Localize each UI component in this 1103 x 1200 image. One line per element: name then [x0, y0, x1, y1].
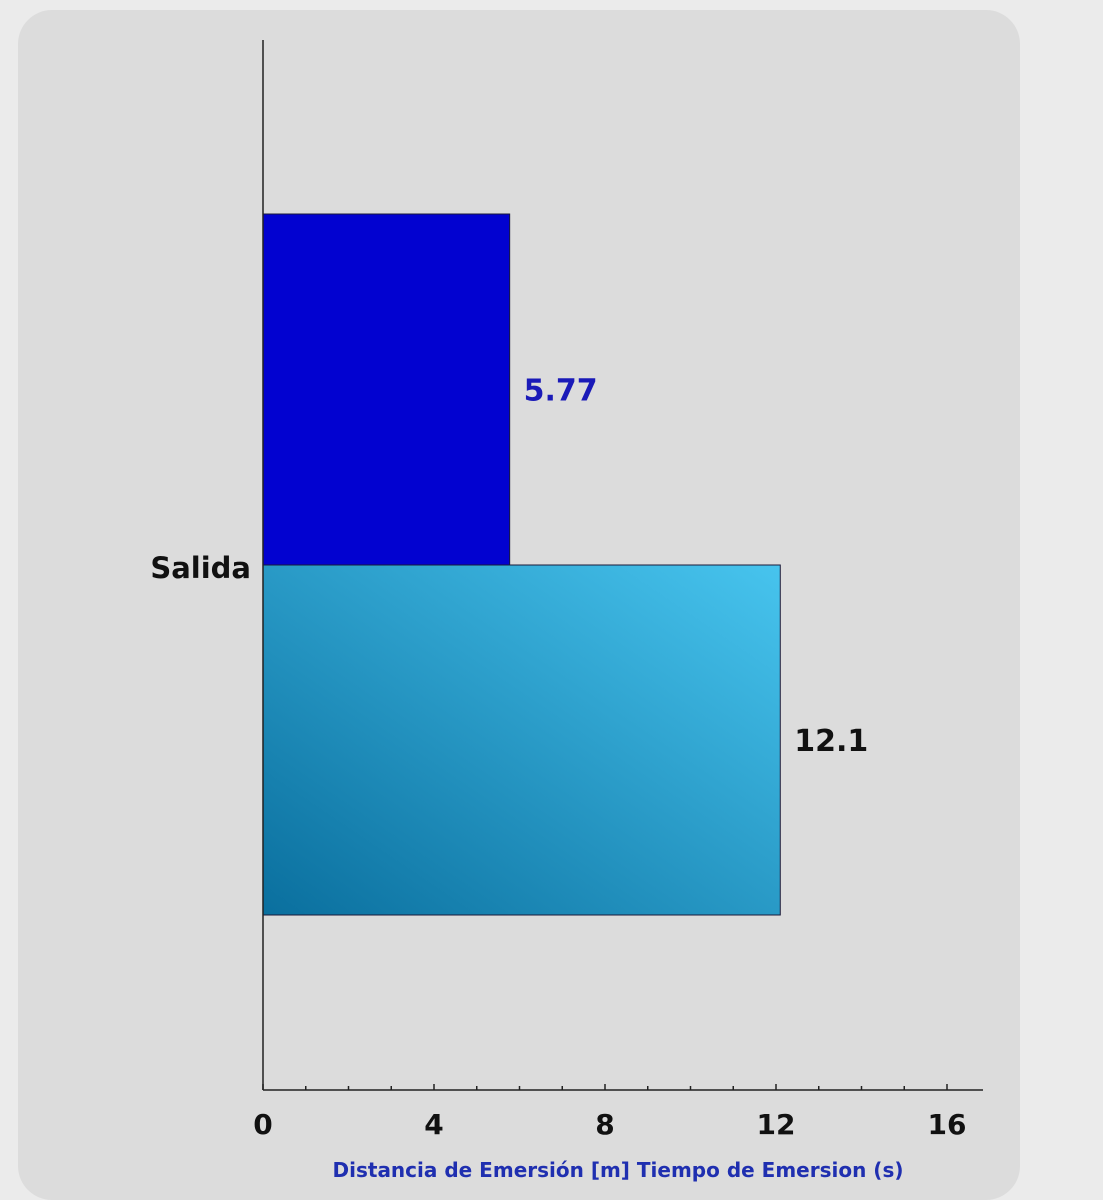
bar-series-1	[262, 213, 511, 566]
data-label-series-1: 5.77	[524, 374, 598, 409]
x-tick-label: 16	[928, 1108, 967, 1141]
x-tick-label: 8	[595, 1108, 614, 1141]
data-label-series-2: 12.1	[794, 724, 868, 759]
x-tick-label: 4	[424, 1108, 443, 1141]
x-axis-title: Distancia de Emersión [m] Tiempo de Emer…	[333, 1158, 904, 1182]
x-tick-label: 12	[757, 1108, 796, 1141]
category-label: Salida	[150, 551, 251, 585]
x-tick-label: 0	[253, 1108, 272, 1141]
bar-series-2	[262, 564, 781, 916]
